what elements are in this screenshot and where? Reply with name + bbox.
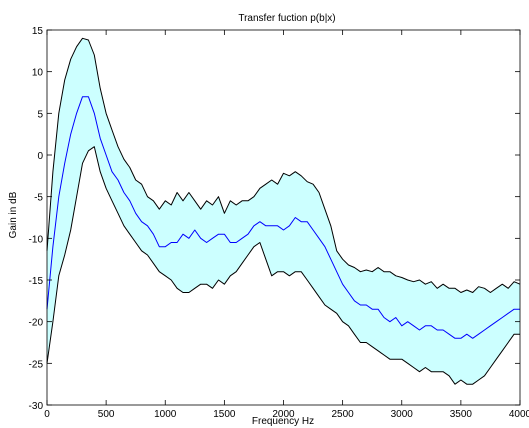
x-tick-label: 1500 — [213, 409, 236, 420]
upper-bound-line — [46, 37, 521, 293]
ticks-layer: 0 500 1000 1500 2000 2500 3000 3500 4000 -30 -25 -2… — [29, 26, 529, 420]
y-tick-label: -25 — [29, 359, 44, 370]
x-tick-label: 2000 — [272, 409, 295, 420]
plot-layer — [46, 37, 521, 385]
x-tick-label: 1000 — [154, 409, 177, 420]
y-axis-label: Gain in dB — [8, 191, 19, 238]
mean-line — [46, 96, 520, 339]
y-tick-label: 10 — [32, 68, 44, 79]
x-tick-label: 2500 — [332, 409, 355, 420]
x-tick-label: 3000 — [391, 409, 414, 420]
y-tick-label: -20 — [29, 318, 44, 329]
y-tick-label: -5 — [34, 193, 43, 204]
x-tick-label: 4000 — [509, 409, 529, 420]
x-axis-label: Frequency Hz — [252, 416, 314, 427]
chart-title: Transfer fuction p(b|x) — [238, 13, 335, 24]
y-tick-label: -30 — [29, 401, 44, 412]
x-tick-label: 500 — [98, 409, 115, 420]
confidence-band — [47, 38, 520, 385]
x-tick-label: 0 — [44, 409, 50, 420]
lower-bound-line — [46, 146, 520, 385]
y-tick-label: -10 — [29, 234, 44, 245]
y-tick-label: 15 — [32, 26, 44, 37]
y-tick-label: 5 — [37, 109, 43, 120]
y-tick-label: -15 — [29, 276, 44, 287]
y-tick-label: 0 — [37, 151, 43, 162]
x-tick-label: 3500 — [450, 409, 473, 420]
